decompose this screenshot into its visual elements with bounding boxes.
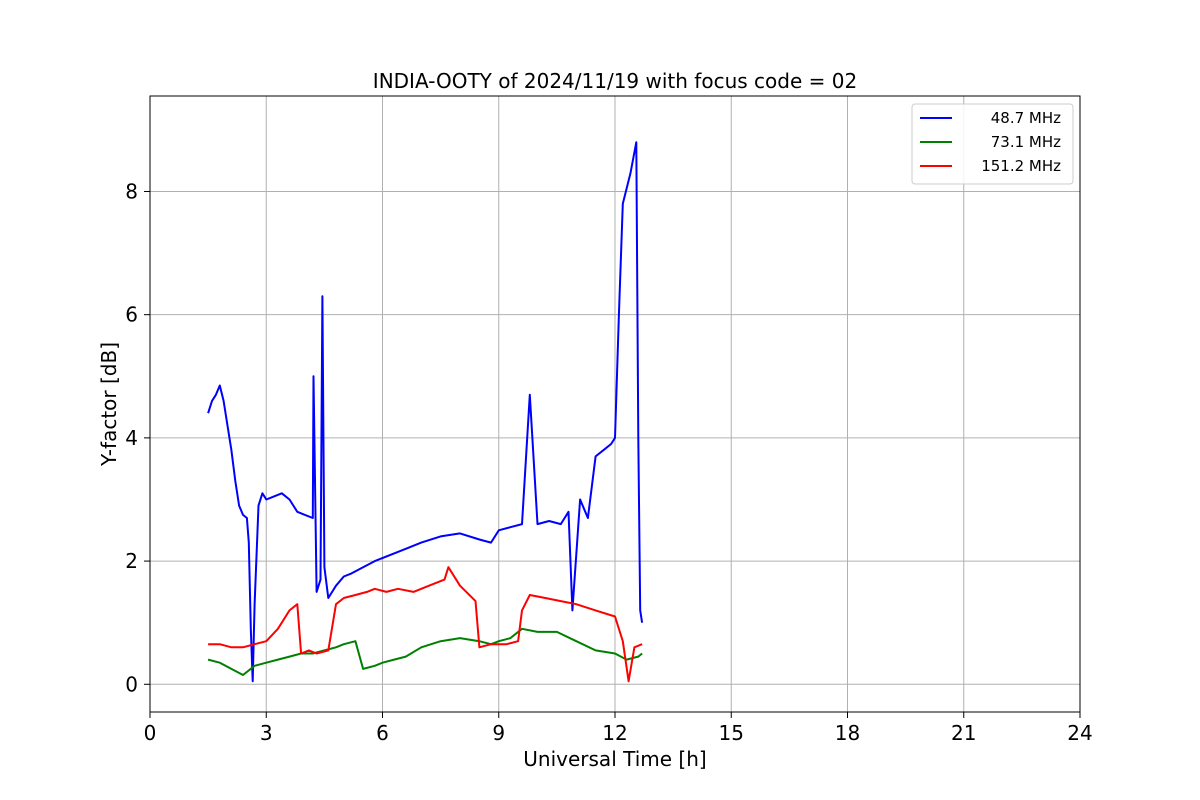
- series-line-1: [207, 627, 643, 676]
- series-layer: [207, 141, 644, 683]
- y-tick-label: 4: [125, 426, 138, 450]
- legend-label: 151.2 MHz: [981, 157, 1061, 175]
- x-tick-label: 18: [835, 721, 860, 745]
- x-tick-label: 3: [260, 721, 273, 745]
- y-tick-label: 2: [125, 549, 138, 573]
- y-tick-label: 0: [125, 672, 138, 696]
- x-tick-label: 21: [951, 721, 976, 745]
- y-tick-label: 8: [125, 179, 138, 203]
- x-tick-label: 24: [1067, 721, 1092, 745]
- series-line-0: [207, 141, 644, 683]
- legend: 48.7 MHz 73.1 MHz 151.2 MHz: [911, 103, 1074, 185]
- x-tick-label: 0: [144, 721, 157, 745]
- legend-box: [911, 103, 1074, 185]
- legend-label: 73.1 MHz: [991, 133, 1061, 151]
- legend-label: 48.7 MHz: [991, 109, 1061, 127]
- series-line-2: [208, 566, 643, 683]
- x-tick-label: 9: [492, 721, 505, 745]
- x-tick-label: 15: [719, 721, 744, 745]
- x-axis-label: Universal Time [h]: [523, 747, 706, 771]
- y-tick-label: 6: [125, 303, 138, 327]
- y-axis-label: Y-factor [dB]: [97, 342, 121, 467]
- x-tick-label: 6: [376, 721, 389, 745]
- x-tick-label: 12: [602, 721, 627, 745]
- chart-title: INDIA-OOTY of 2024/11/19 with focus code…: [373, 69, 857, 93]
